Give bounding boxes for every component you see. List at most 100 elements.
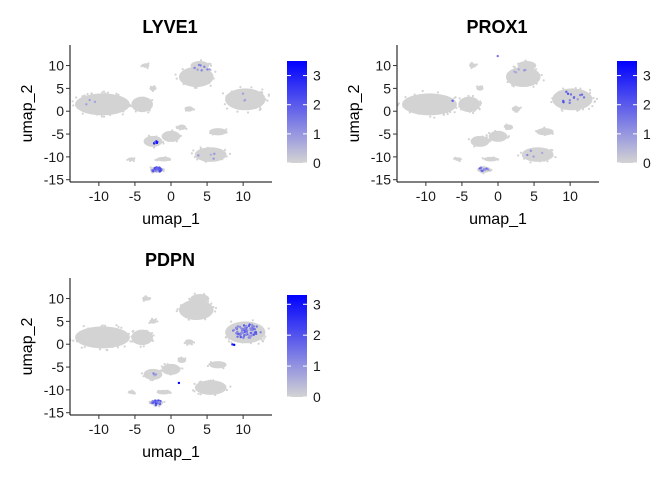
y-tick-label: 5 (56, 80, 64, 96)
legend-label: 1 (643, 126, 651, 142)
cell-point (199, 393, 202, 396)
x-axis-title: umap_1 (469, 211, 527, 228)
cell-cluster (396, 89, 465, 119)
cell-point (169, 391, 172, 395)
cell-point (196, 158, 199, 161)
cell-point (187, 69, 190, 72)
cell-point (481, 135, 484, 138)
cell-point (407, 107, 411, 111)
cell-point (479, 100, 482, 103)
cell-point (264, 335, 267, 338)
cell-point (158, 375, 162, 378)
panel-title: PROX1 (466, 17, 527, 37)
cell-point (226, 332, 229, 335)
cell-point (184, 357, 187, 360)
expressing-cell (153, 141, 157, 144)
cell-point (159, 373, 163, 376)
cell-point (446, 111, 449, 114)
cell-point (214, 306, 218, 310)
cell-point (178, 357, 182, 360)
cell-point (179, 134, 182, 138)
cell-point (494, 129, 497, 133)
cell-point (446, 112, 449, 116)
cell-point (181, 68, 184, 71)
cell-point (429, 115, 432, 118)
cell-cluster (517, 147, 557, 164)
cell-point (471, 111, 475, 115)
cell-point (123, 345, 126, 348)
cluster-body (142, 63, 150, 68)
cell-point (228, 337, 231, 340)
cell-point (227, 327, 230, 330)
expressing-cell (213, 152, 216, 156)
cell-point (230, 320, 233, 323)
cell-point (511, 84, 514, 87)
cell-point (175, 140, 178, 143)
cell-cluster (160, 362, 184, 376)
expressing-cell (576, 98, 579, 101)
cell-point (102, 115, 106, 118)
expressing-cell (568, 101, 571, 105)
cell-point (543, 148, 547, 151)
cell-point (402, 102, 406, 106)
expressing-cell (196, 68, 199, 71)
cell-point (225, 95, 228, 98)
y-tick-label: 10 (375, 58, 391, 74)
cell-point (115, 324, 118, 327)
cell-point (197, 392, 200, 395)
cell-point (509, 72, 512, 75)
cell-point (522, 157, 526, 160)
cell-point (225, 131, 228, 134)
cell-point (555, 96, 558, 99)
cell-point (116, 346, 119, 349)
cell-point (82, 324, 85, 328)
cell-point (134, 110, 137, 113)
cluster-body (402, 93, 457, 116)
expressing-cell (250, 331, 253, 335)
cluster-body (161, 130, 181, 142)
cell-point (103, 324, 107, 327)
cell-point (148, 98, 151, 102)
cell-point (522, 155, 525, 158)
expressing-cell (568, 99, 572, 102)
cell-point (74, 96, 78, 99)
expressing-cell (243, 325, 247, 329)
cluster-body (511, 106, 521, 112)
cell-point (144, 295, 147, 298)
expressing-cell (152, 372, 155, 375)
expressing-cell (579, 93, 582, 97)
cell-point (551, 97, 554, 100)
cell-point (236, 110, 239, 113)
expressing-cell (247, 336, 250, 339)
y-tick-label: -10 (44, 149, 64, 165)
color-legend: 0 1 2 3 (617, 61, 651, 171)
cell-point (166, 389, 169, 392)
expressing-cell (496, 54, 499, 58)
cell-point (160, 365, 163, 368)
cell-point (551, 149, 554, 152)
cell-point (490, 168, 493, 172)
cell-point (108, 113, 112, 117)
cell-point (133, 340, 136, 344)
cell-point (259, 106, 262, 109)
cell-cluster (469, 61, 478, 70)
cell-point (207, 297, 210, 300)
cell-cluster (154, 156, 172, 162)
cell-cluster (140, 62, 150, 70)
cell-points (71, 59, 271, 174)
cell-point (207, 300, 210, 303)
cell-point (225, 155, 228, 158)
cell-point (485, 134, 488, 137)
cluster-body (536, 128, 554, 136)
cell-point (101, 91, 104, 94)
cell-point (175, 310, 178, 313)
cell-point (86, 92, 89, 96)
cell-point (176, 127, 179, 130)
expressing-cell (514, 71, 518, 74)
cell-point (117, 93, 120, 96)
cell-point (458, 97, 461, 100)
expressing-cell (481, 169, 484, 173)
cell-point (225, 336, 228, 339)
cell-point (171, 139, 175, 143)
cell-point (261, 340, 264, 343)
